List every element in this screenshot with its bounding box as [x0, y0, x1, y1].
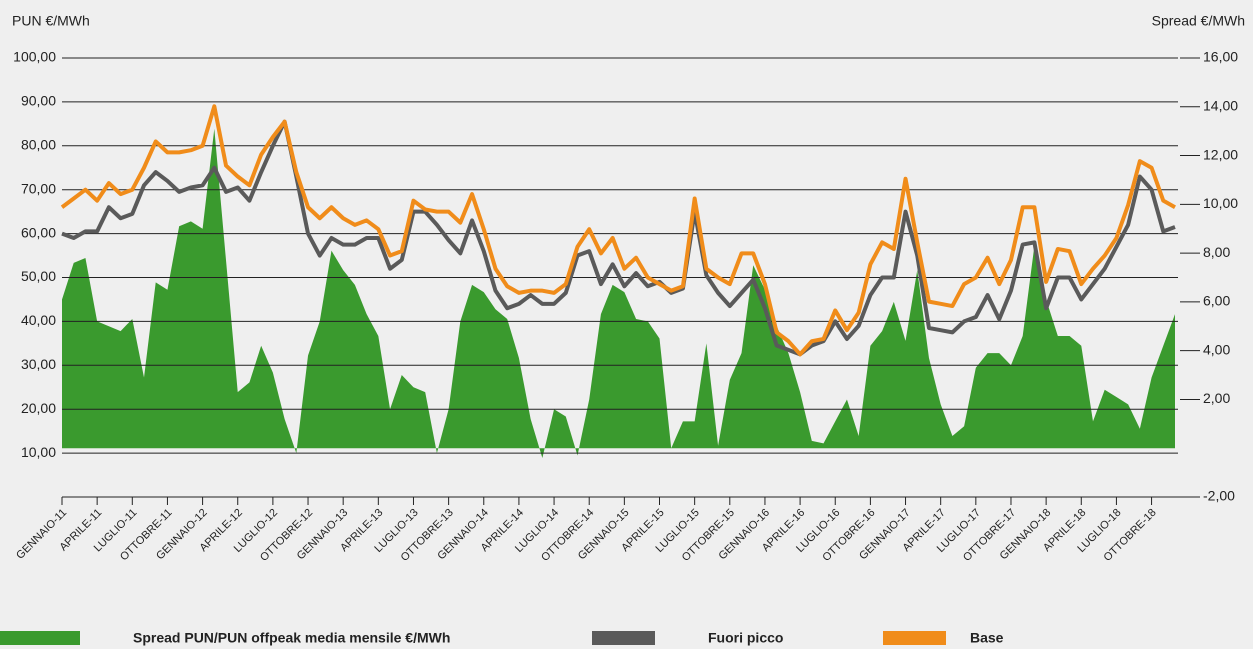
spread-area	[62, 128, 1175, 458]
series-line	[61, 119, 1176, 357]
y-tick-label: 80,00	[21, 137, 56, 153]
legend-swatch	[0, 631, 80, 645]
y-tick-label: 100,00	[13, 49, 56, 65]
y2-tick-label: -2,00	[1203, 488, 1235, 504]
y-tick-label: 50,00	[21, 268, 56, 284]
y-tick-label: 40,00	[21, 312, 56, 328]
y2-tick-label: 14,00	[1203, 97, 1238, 113]
y2-tick-label: 10,00	[1203, 195, 1238, 211]
y2-tick-label: 2,00	[1203, 390, 1230, 406]
y2-tick-label: 8,00	[1203, 244, 1230, 260]
legend-label: Spread PUN/PUN offpeak media mensile €/M…	[133, 630, 450, 646]
legend-swatch	[883, 631, 946, 645]
y-tick-label: 60,00	[21, 224, 56, 240]
y2-tick-label: 16,00	[1203, 49, 1238, 65]
legend-label: Fuori picco	[708, 630, 783, 646]
series-line	[60, 104, 1176, 357]
legend-label: Base	[970, 630, 1004, 646]
legend-swatch	[592, 631, 655, 645]
y2-tick-label: 12,00	[1203, 146, 1238, 162]
y-tick-label: 10,00	[21, 444, 56, 460]
y-tick-label: 20,00	[21, 400, 56, 416]
y-tick-label: 90,00	[21, 93, 56, 109]
y-tick-label: 70,00	[21, 180, 56, 196]
y2-tick-label: 6,00	[1203, 293, 1230, 309]
y-axis-label: PUN €/MWh	[12, 13, 90, 29]
y-tick-label: 30,00	[21, 356, 56, 372]
y2-tick-label: 4,00	[1203, 341, 1230, 357]
y2-axis-label: Spread €/MWh	[1152, 13, 1245, 29]
